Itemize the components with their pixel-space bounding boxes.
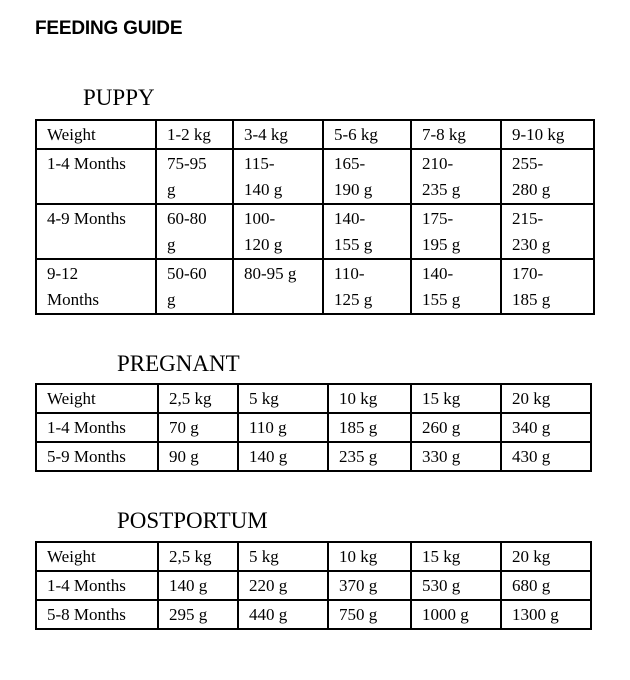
table-cell: 440 g bbox=[237, 599, 329, 630]
column-header: 2,5 kg bbox=[157, 383, 239, 414]
postportum-feeding-table: Weight 2,5 kg 5 kg 10 kg 15 kg 20 kg 1-4… bbox=[35, 541, 592, 630]
section-title-puppy: PUPPY bbox=[83, 85, 155, 110]
row-label: 5-8 Months bbox=[35, 599, 159, 630]
column-header: 5 kg bbox=[237, 383, 329, 414]
column-header: Weight bbox=[35, 541, 159, 572]
table-cell: 140 g bbox=[157, 570, 239, 601]
column-header: 10 kg bbox=[327, 541, 412, 572]
table-row: 1-4 Months 75-95 g 115- 140 g 165- 190 g… bbox=[35, 148, 595, 205]
table-cell: 185 g bbox=[327, 412, 412, 443]
row-label: 5-9 Months bbox=[35, 441, 159, 472]
table-cell: 90 g bbox=[157, 441, 239, 472]
table-row: 1-4 Months 70 g 110 g 185 g 260 g 340 g bbox=[35, 412, 592, 443]
table-cell: 680 g bbox=[500, 570, 592, 601]
table-row: 1-4 Months 140 g 220 g 370 g 530 g 680 g bbox=[35, 570, 592, 601]
column-header: 15 kg bbox=[410, 541, 502, 572]
row-label: 1-4 Months bbox=[35, 148, 157, 205]
table-cell: 210- 235 g bbox=[410, 148, 502, 205]
table-cell: 1000 g bbox=[410, 599, 502, 630]
table-cell: 295 g bbox=[157, 599, 239, 630]
column-header: 2,5 kg bbox=[157, 541, 239, 572]
column-header: 7-8 kg bbox=[410, 119, 502, 150]
row-label: 1-4 Months bbox=[35, 412, 159, 443]
row-label: 9-12 Months bbox=[35, 258, 157, 315]
table-cell: 220 g bbox=[237, 570, 329, 601]
column-header: 3-4 kg bbox=[232, 119, 324, 150]
table-row: 5-8 Months 295 g 440 g 750 g 1000 g 1300… bbox=[35, 599, 592, 630]
table-cell: 110- 125 g bbox=[322, 258, 412, 315]
pregnant-feeding-table: Weight 2,5 kg 5 kg 10 kg 15 kg 20 kg 1-4… bbox=[35, 383, 592, 472]
table-cell: 165- 190 g bbox=[322, 148, 412, 205]
table-cell: 175- 195 g bbox=[410, 203, 502, 260]
table-cell: 260 g bbox=[410, 412, 502, 443]
table-cell: 235 g bbox=[327, 441, 412, 472]
section-title-postportum: POSTPORTUM bbox=[117, 508, 268, 533]
row-label: 4-9 Months bbox=[35, 203, 157, 260]
table-row: 4-9 Months 60-80 g 100- 120 g 140- 155 g… bbox=[35, 203, 595, 260]
page-title: FEEDING GUIDE bbox=[35, 18, 183, 39]
column-header: 20 kg bbox=[500, 383, 592, 414]
table-cell: 115- 140 g bbox=[232, 148, 324, 205]
table-cell: 255- 280 g bbox=[500, 148, 595, 205]
section-title-pregnant: PREGNANT bbox=[117, 351, 240, 376]
table-header-row: Weight 1-2 kg 3-4 kg 5-6 kg 7-8 kg 9-10 … bbox=[35, 119, 595, 150]
table-header-row: Weight 2,5 kg 5 kg 10 kg 15 kg 20 kg bbox=[35, 383, 592, 414]
table-cell: 370 g bbox=[327, 570, 412, 601]
column-header: Weight bbox=[35, 383, 159, 414]
table-cell: 1300 g bbox=[500, 599, 592, 630]
table-header-row: Weight 2,5 kg 5 kg 10 kg 15 kg 20 kg bbox=[35, 541, 592, 572]
column-header: Weight bbox=[35, 119, 157, 150]
table-cell: 340 g bbox=[500, 412, 592, 443]
column-header: 15 kg bbox=[410, 383, 502, 414]
table-cell: 750 g bbox=[327, 599, 412, 630]
table-cell: 140 g bbox=[237, 441, 329, 472]
table-cell: 60-80 g bbox=[155, 203, 234, 260]
column-header: 20 kg bbox=[500, 541, 592, 572]
table-cell: 530 g bbox=[410, 570, 502, 601]
table-cell: 330 g bbox=[410, 441, 502, 472]
table-cell: 215- 230 g bbox=[500, 203, 595, 260]
column-header: 9-10 kg bbox=[500, 119, 595, 150]
column-header: 5-6 kg bbox=[322, 119, 412, 150]
table-cell: 80-95 g bbox=[232, 258, 324, 315]
table-cell: 140- 155 g bbox=[410, 258, 502, 315]
column-header: 5 kg bbox=[237, 541, 329, 572]
column-header: 1-2 kg bbox=[155, 119, 234, 150]
puppy-feeding-table: Weight 1-2 kg 3-4 kg 5-6 kg 7-8 kg 9-10 … bbox=[35, 119, 595, 315]
table-cell: 50-60 g bbox=[155, 258, 234, 315]
table-row: 5-9 Months 90 g 140 g 235 g 330 g 430 g bbox=[35, 441, 592, 472]
table-cell: 100- 120 g bbox=[232, 203, 324, 260]
table-cell: 430 g bbox=[500, 441, 592, 472]
column-header: 10 kg bbox=[327, 383, 412, 414]
table-cell: 110 g bbox=[237, 412, 329, 443]
table-cell: 170- 185 g bbox=[500, 258, 595, 315]
table-cell: 140- 155 g bbox=[322, 203, 412, 260]
table-row: 9-12 Months 50-60 g 80-95 g 110- 125 g 1… bbox=[35, 258, 595, 315]
row-label: 1-4 Months bbox=[35, 570, 159, 601]
table-cell: 70 g bbox=[157, 412, 239, 443]
table-cell: 75-95 g bbox=[155, 148, 234, 205]
